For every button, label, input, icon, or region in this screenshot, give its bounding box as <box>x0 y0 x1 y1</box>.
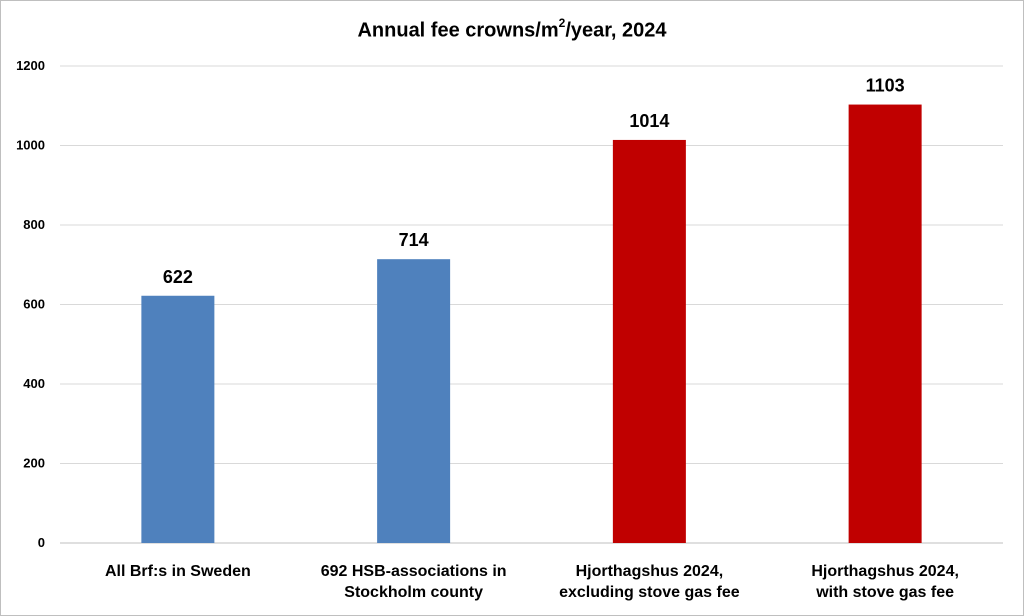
y-tick-label: 400 <box>23 376 45 391</box>
bar <box>377 259 451 543</box>
chart-title: Annual fee crowns/m2/year, 2024 <box>0 16 1024 43</box>
y-tick-label: 600 <box>23 297 45 312</box>
category-label: Stockholm county <box>344 584 483 601</box>
category-label: 692 HSB-associations in <box>321 563 507 580</box>
bar <box>612 139 686 543</box>
category-label: Hjorthagshus 2024, <box>811 563 959 580</box>
category-label: excluding stove gas fee <box>559 584 740 601</box>
bar <box>848 104 922 544</box>
category-labels: All Brf:s in Sweden 692 HSB-associations … <box>105 563 959 601</box>
category-label: with stove gas fee <box>815 584 954 601</box>
y-tick-label: 1000 <box>16 138 45 153</box>
bar-value-label: 622 <box>163 267 193 287</box>
bar-value-label: 1014 <box>629 111 669 131</box>
y-tick-label: 1200 <box>16 58 45 73</box>
chart-title-suffix: /year, 2024 <box>565 19 667 42</box>
value-labels: 622 714 1014 1103 <box>163 76 905 287</box>
chart-title-prefix: Annual fee crowns/m <box>357 19 559 42</box>
y-tick-label: 800 <box>23 217 45 232</box>
bars <box>141 104 922 544</box>
y-axis-ticks: 0 200 400 600 800 1000 1200 <box>16 58 45 550</box>
y-tick-label: 200 <box>23 456 45 471</box>
chart-title-superscript: 2 <box>558 16 566 30</box>
gridlines <box>60 65 1003 544</box>
category-label: Hjorthagshus 2024, <box>576 563 724 580</box>
bar <box>141 295 215 543</box>
bar-value-label: 714 <box>399 230 429 250</box>
y-tick-label: 0 <box>38 535 45 550</box>
category-label: All Brf:s in Sweden <box>105 563 251 580</box>
bar-value-label: 1103 <box>866 76 905 96</box>
